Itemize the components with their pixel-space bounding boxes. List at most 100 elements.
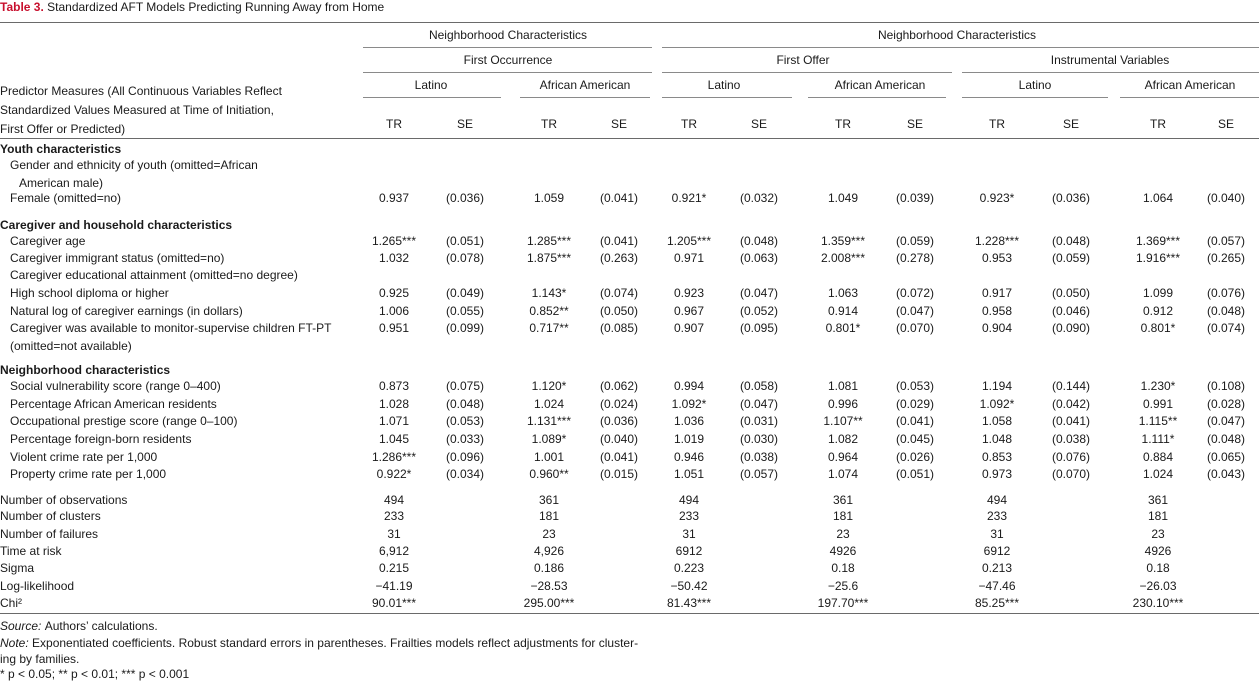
- tr-value: 1.006: [378, 304, 410, 318]
- tr-value: 1.064: [1142, 191, 1174, 205]
- se-value: (0.052): [739, 304, 779, 318]
- se-value: (0.058): [739, 379, 779, 393]
- se-value: (0.048): [1206, 432, 1246, 446]
- tr-value: 1.001: [533, 450, 565, 464]
- tr-value: 0.967: [673, 304, 705, 318]
- row-label: American male): [19, 176, 104, 190]
- tr-value: 0.801*: [1140, 321, 1176, 335]
- tr-value: 0.917: [981, 286, 1013, 300]
- tr-value: 0.922*: [376, 467, 412, 481]
- se-column-header: SE: [750, 117, 768, 131]
- tr-value: 1.916***: [1135, 251, 1181, 265]
- stat-value: 23: [836, 527, 850, 541]
- row-label: Caregiver educational attainment (omitte…: [10, 268, 298, 282]
- stat-label: Log-likelihood: [0, 579, 75, 593]
- tr-value: 0.907: [673, 321, 705, 335]
- header-span-rule: [808, 97, 946, 98]
- stat-value: 4926: [829, 544, 857, 558]
- section-title: Neighborhood characteristics: [0, 363, 171, 377]
- tr-column-header: TR: [386, 117, 402, 131]
- tr-value: 1.092*: [671, 397, 707, 411]
- stat-value: 197.70***: [817, 596, 869, 610]
- source-label: Source:: [0, 619, 42, 633]
- se-value: (0.075): [445, 379, 485, 393]
- stat-value: 361: [1147, 493, 1169, 507]
- se-value: (0.055): [445, 304, 485, 318]
- significance-note: * p < 0.05; ** p < 0.01; *** p < 0.001: [0, 667, 190, 681]
- row-label: Female (omitted=no): [10, 191, 122, 205]
- row-label: Gender and ethnicity of youth (omitted=A…: [10, 158, 258, 172]
- tr-value: 1.089*: [531, 432, 567, 446]
- se-value: (0.051): [445, 234, 485, 248]
- tr-value: 1.049: [827, 191, 859, 205]
- stat-value: 81.43***: [666, 596, 712, 610]
- stat-value: 0.18: [1146, 561, 1170, 575]
- table-number: Table 3.: [0, 0, 44, 14]
- stat-label: Chi²: [0, 596, 23, 610]
- tr-value: 1.092*: [979, 397, 1015, 411]
- stat-value: 31: [387, 527, 401, 541]
- tr-value: 0.884: [1142, 450, 1174, 464]
- tr-value: 0.912: [1142, 304, 1174, 318]
- stub-header-line: Predictor Measures (All Continuous Varia…: [0, 84, 282, 98]
- se-value: (0.040): [1206, 191, 1246, 205]
- se-value: (0.038): [1051, 432, 1091, 446]
- header-population: African American: [1144, 78, 1236, 92]
- tr-value: 1.230*: [1140, 379, 1176, 393]
- se-column-header: SE: [456, 117, 474, 131]
- se-value: (0.041): [895, 414, 935, 428]
- row-label: Percentage African American residents: [10, 397, 217, 411]
- stat-value: 6912: [983, 544, 1011, 558]
- stat-value: 361: [538, 493, 560, 507]
- tr-value: 0.996: [827, 397, 859, 411]
- se-value: (0.048): [739, 234, 779, 248]
- tr-value: 1.063: [827, 286, 859, 300]
- header-group-2: Neighborhood Characteristics: [877, 28, 1037, 42]
- tr-value: 0.923: [673, 286, 705, 300]
- se-value: (0.062): [599, 379, 639, 393]
- row-label: Caregiver was available to monitor-super…: [10, 321, 332, 335]
- stat-value: −28.53: [530, 579, 568, 593]
- tr-value: 0.873: [378, 379, 410, 393]
- se-value: (0.095): [739, 321, 779, 335]
- stat-value: −26.03: [1139, 579, 1177, 593]
- se-value: (0.099): [445, 321, 485, 335]
- stat-label: Number of observations: [0, 493, 128, 507]
- se-value: (0.059): [895, 234, 935, 248]
- header-span-rule: [662, 97, 792, 98]
- stat-value: 0.186: [533, 561, 565, 575]
- row-label: Social vulnerability score (range 0–400): [10, 379, 221, 393]
- tr-column-header: TR: [681, 117, 697, 131]
- se-value: (0.036): [445, 191, 485, 205]
- tr-value: 1.058: [981, 414, 1013, 428]
- se-value: (0.047): [1206, 414, 1246, 428]
- se-value: (0.041): [599, 191, 639, 205]
- tr-value: 2.008***: [820, 251, 866, 265]
- se-value: (0.057): [739, 467, 779, 481]
- stat-value: 85.25***: [974, 596, 1020, 610]
- stat-value: 230.10***: [1132, 596, 1184, 610]
- header-population: Latino: [414, 78, 448, 92]
- se-value: (0.050): [599, 304, 639, 318]
- se-value: (0.050): [1051, 286, 1091, 300]
- tr-value: 0.953: [981, 251, 1013, 265]
- se-value: (0.078): [445, 251, 485, 265]
- tr-value: 1.115**: [1138, 414, 1178, 428]
- stat-value: 31: [682, 527, 696, 541]
- tr-value: 0.914: [827, 304, 859, 318]
- stat-label: Number of clusters: [0, 509, 101, 523]
- tr-value: 1.111*: [1141, 432, 1175, 446]
- stat-value: 6,912: [378, 544, 410, 558]
- tr-value: 1.024: [1142, 467, 1174, 481]
- tr-value: 1.099: [1142, 286, 1174, 300]
- tr-value: 1.051: [673, 467, 705, 481]
- stat-label: Number of failures: [0, 527, 99, 541]
- stat-value: 0.18: [831, 561, 855, 575]
- header-sub-first-offer: First Offer: [776, 53, 830, 67]
- tr-value: 1.285***: [526, 234, 572, 248]
- table-caption: Standardized AFT Models Predicting Runni…: [47, 0, 385, 14]
- tr-value: 0.853: [981, 450, 1013, 464]
- se-value: (0.028): [1206, 397, 1246, 411]
- header-span-rule: [520, 97, 650, 98]
